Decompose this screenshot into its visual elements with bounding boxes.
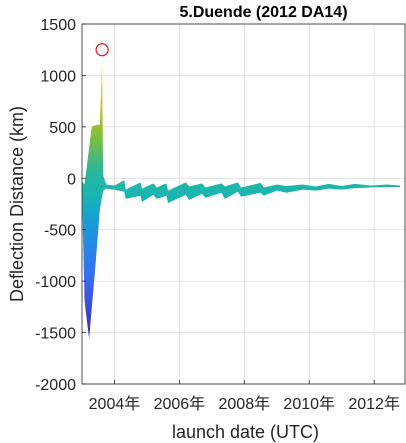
x-axis: 2004年 2006年 2008年 2010年 2012年 <box>89 380 400 413</box>
x-tick-label: 2006年 <box>154 395 206 413</box>
y-tick-label: 0 <box>67 171 76 188</box>
chart-title: 5.Duende (2012 DA14) <box>179 4 347 21</box>
x-axis-label: launch date (UTC) <box>172 422 319 442</box>
y-tick-label: -2000 <box>35 377 76 394</box>
y-tick-label: -1500 <box>35 326 76 343</box>
y-tick-label: 1000 <box>40 68 76 85</box>
y-tick-label: 500 <box>49 120 76 137</box>
y-tick-label: -1000 <box>35 274 76 291</box>
x-tick-label: 2012年 <box>348 395 400 413</box>
x-tick-label: 2008年 <box>219 395 271 413</box>
grid <box>82 23 405 385</box>
plot-background <box>82 24 405 384</box>
max-marker <box>95 43 109 57</box>
x-tick-label: 2004年 <box>89 395 141 413</box>
plot-frame <box>81 23 406 385</box>
series-group <box>82 43 401 339</box>
y-axis: 1500 1000 500 0 -500 -1000 -1500 -2000 <box>35 17 86 394</box>
y-tick-label: 1500 <box>40 17 76 34</box>
deflection-band <box>82 60 401 339</box>
y-tick-label: -500 <box>44 223 76 240</box>
y-axis-label: Deflection Distance (km) <box>7 106 27 302</box>
x-tick-label: 2010年 <box>283 395 335 413</box>
